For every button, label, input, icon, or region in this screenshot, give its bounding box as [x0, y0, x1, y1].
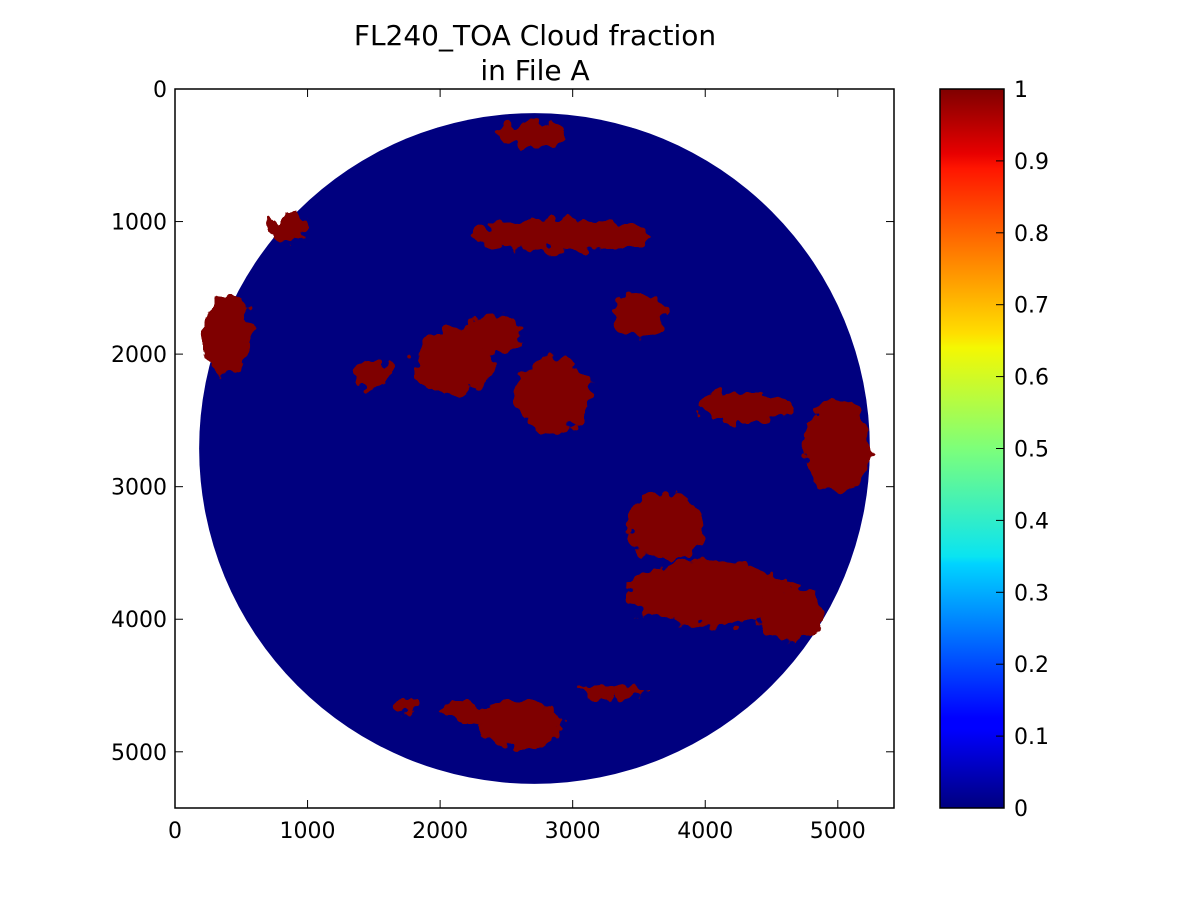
plot-area: [199, 113, 871, 784]
cloud-region: [698, 391, 792, 424]
x-tick-label: 5000: [810, 819, 866, 844]
cloud-region: [270, 212, 305, 245]
colorbar-tick-label: 0.8: [1014, 222, 1049, 247]
x-tick-label: 2000: [412, 819, 468, 844]
colorbar-tick-label: 0.4: [1014, 509, 1049, 534]
x-axis: 0 1000 2000 3000 4000 5000: [168, 89, 866, 844]
colorbar-tick-label: 1: [1014, 78, 1028, 103]
cloud-region: [479, 701, 560, 750]
earth-disk: [199, 113, 870, 784]
cloud-region: [396, 697, 418, 714]
plot-frame: [174, 88, 895, 809]
x-tick-label: 0: [168, 819, 182, 844]
cloud-region: [466, 218, 653, 251]
chart-subtitle: in File A: [480, 54, 589, 87]
x-tick-label: 3000: [545, 819, 601, 844]
cloud-region: [579, 684, 646, 701]
colorbar-tick-label: 0.1: [1014, 725, 1049, 750]
y-tick-label: 5000: [111, 741, 167, 766]
cloud-region: [499, 122, 567, 149]
cloud-region: [353, 360, 394, 388]
y-axis: 0 1000 2000 3000 4000 5000: [111, 78, 894, 766]
colorbar-tick-label: 0.5: [1014, 438, 1049, 463]
y-tick-label: 3000: [111, 476, 167, 501]
colorbar-tick-label: 0.3: [1014, 581, 1049, 606]
cloud-layer: [204, 122, 871, 750]
colorbar-ticks: 0 0.1 0.2 0.3 0.4 0.5 0.6 0.7 0.8 0.9 1: [996, 78, 1049, 822]
y-tick-label: 4000: [111, 608, 167, 633]
colorbar-tick-label: 0: [1014, 797, 1028, 822]
y-tick-label: 0: [153, 78, 167, 103]
y-tick-label: 1000: [111, 211, 167, 236]
chart-title: FL240_TOA Cloud fraction: [354, 19, 716, 52]
x-tick-label: 1000: [280, 819, 336, 844]
cloud-region: [204, 294, 252, 375]
cloud-region: [625, 493, 706, 560]
colorbar-tick-label: 0.6: [1014, 366, 1049, 391]
cloud-region: [612, 294, 666, 335]
cloud-region: [625, 559, 785, 626]
colorbar-tick-label: 0.7: [1014, 294, 1049, 319]
colorbar-tick-label: 0.9: [1014, 150, 1049, 175]
colorbar: [939, 88, 1005, 809]
cloud-region: [515, 356, 590, 432]
cloud-region: [466, 314, 520, 355]
colorbar-tick-label: 0.2: [1014, 653, 1049, 678]
cloud-region: [440, 701, 494, 723]
y-tick-label: 2000: [111, 343, 167, 368]
cloud-region: [804, 400, 871, 494]
x-tick-label: 4000: [677, 819, 733, 844]
cloud-region: [758, 586, 825, 640]
